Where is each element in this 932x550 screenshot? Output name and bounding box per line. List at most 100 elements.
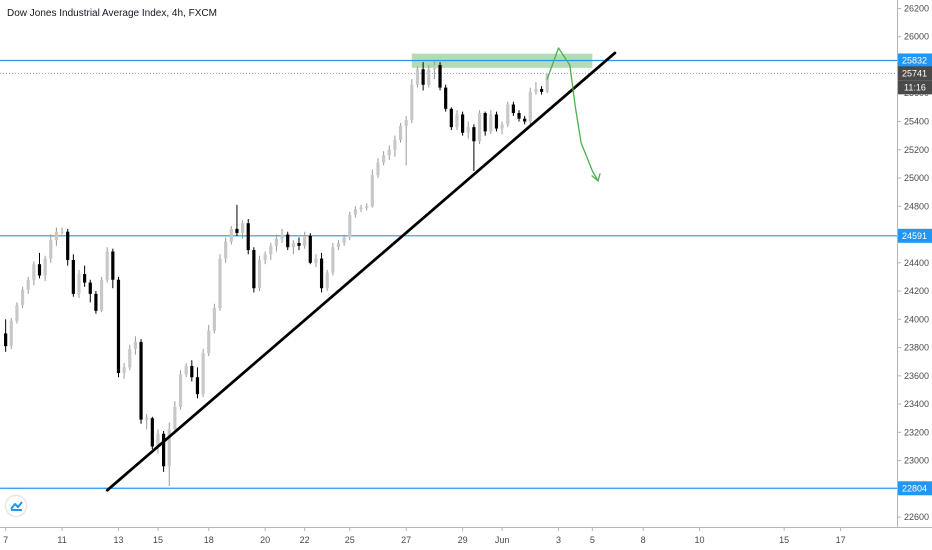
y-tick-label: 25200 [904,145,929,155]
x-tick-label: 15 [779,535,789,545]
candle-body [99,279,104,311]
candle-body [342,237,346,244]
candle-body [398,125,403,140]
x-tick-label: 29 [458,535,468,545]
candle-body [26,279,30,290]
x-tick-label: 7 [3,535,8,545]
candle-body [269,245,273,255]
candle-body [489,114,493,132]
candle-body [534,89,538,92]
candle-body [60,231,64,233]
y-tick-label: 22600 [904,512,929,522]
candle-body [387,149,391,156]
candle-body [162,433,166,467]
candle-body [438,64,442,88]
candle-body [54,231,59,241]
candle-body [190,365,194,378]
candle-body [370,175,374,207]
candle-body [523,118,527,122]
candle-body [297,243,301,246]
candle-body [240,223,245,234]
candle-body [111,251,115,280]
candle-body [319,258,324,289]
x-tick-label: 20 [260,535,270,545]
candle-body [178,374,183,407]
y-tick-label: 23400 [904,399,929,409]
tradingview-logo[interactable] [6,496,26,516]
candle-body [218,258,222,309]
y-tick-label: 23600 [904,371,929,381]
candle-body [116,279,121,373]
candle-body [348,214,352,238]
candle-body [184,365,188,375]
level-price-badge-label: 25832 [902,55,927,65]
candle-body [528,91,532,122]
projection-arrowhead [591,173,601,182]
x-tick-label: 13 [113,535,123,545]
candle-body [415,69,420,85]
candle-body [449,108,453,128]
candle-body [167,429,171,467]
candle-body [201,353,205,395]
y-tick-label: 25400 [904,117,929,127]
candle-body [207,330,211,354]
y-tick-label: 24000 [904,314,929,324]
candle-body [66,231,70,260]
candle-body [94,293,98,311]
candle-body [83,274,87,283]
candle-body [139,341,143,420]
candle-body [49,240,53,259]
candle-body [88,282,92,294]
y-tick-label: 24200 [904,286,929,296]
candle-body [145,418,149,420]
projection-arrow [546,47,599,182]
candle-body [37,264,42,276]
candle-body [539,89,544,92]
candle-body [195,377,200,395]
candle-body [128,348,132,368]
candle-body [133,341,137,349]
x-tick-label: 22 [300,535,310,545]
candle-body [472,127,476,142]
candle-body [32,264,36,280]
level-price-badge [898,481,932,496]
candle-body [494,114,499,129]
candle-body [444,87,448,109]
candle-body [483,113,487,132]
chart-title: Dow Jones Industrial Average Index, 4h, … [7,8,217,19]
x-tick-label: 10 [695,535,705,545]
candle-body [105,251,109,280]
candle-body [314,258,318,263]
y-tick-label: 25000 [904,173,929,183]
candle-body [365,206,369,208]
x-tick-label: 25 [345,535,355,545]
candle-body [224,241,228,259]
candle-body [246,223,250,251]
chart-icon [10,501,23,511]
candle-body [229,228,233,242]
candle-body [545,73,549,92]
candle-body [150,418,154,447]
candle-body [466,127,470,133]
level-price-badge [898,53,932,68]
candle-body [122,367,126,373]
candle-body [263,254,267,260]
candle-body [173,406,177,430]
candle-body [393,139,397,150]
candle-body [212,308,216,331]
candle-body [308,235,312,263]
x-tick-label: 17 [836,535,846,545]
y-tick-label: 26200 [904,3,929,13]
candle-body [280,234,284,239]
candle-body [404,120,408,126]
candle-body [286,234,290,248]
candle-body [517,113,521,119]
y-tick-label: 24400 [904,258,929,268]
candle-body [303,235,307,246]
candle-body [336,243,341,248]
candle-body [500,124,504,129]
candle-body [421,69,425,85]
candle-body [511,104,515,114]
candle-body [410,84,414,121]
